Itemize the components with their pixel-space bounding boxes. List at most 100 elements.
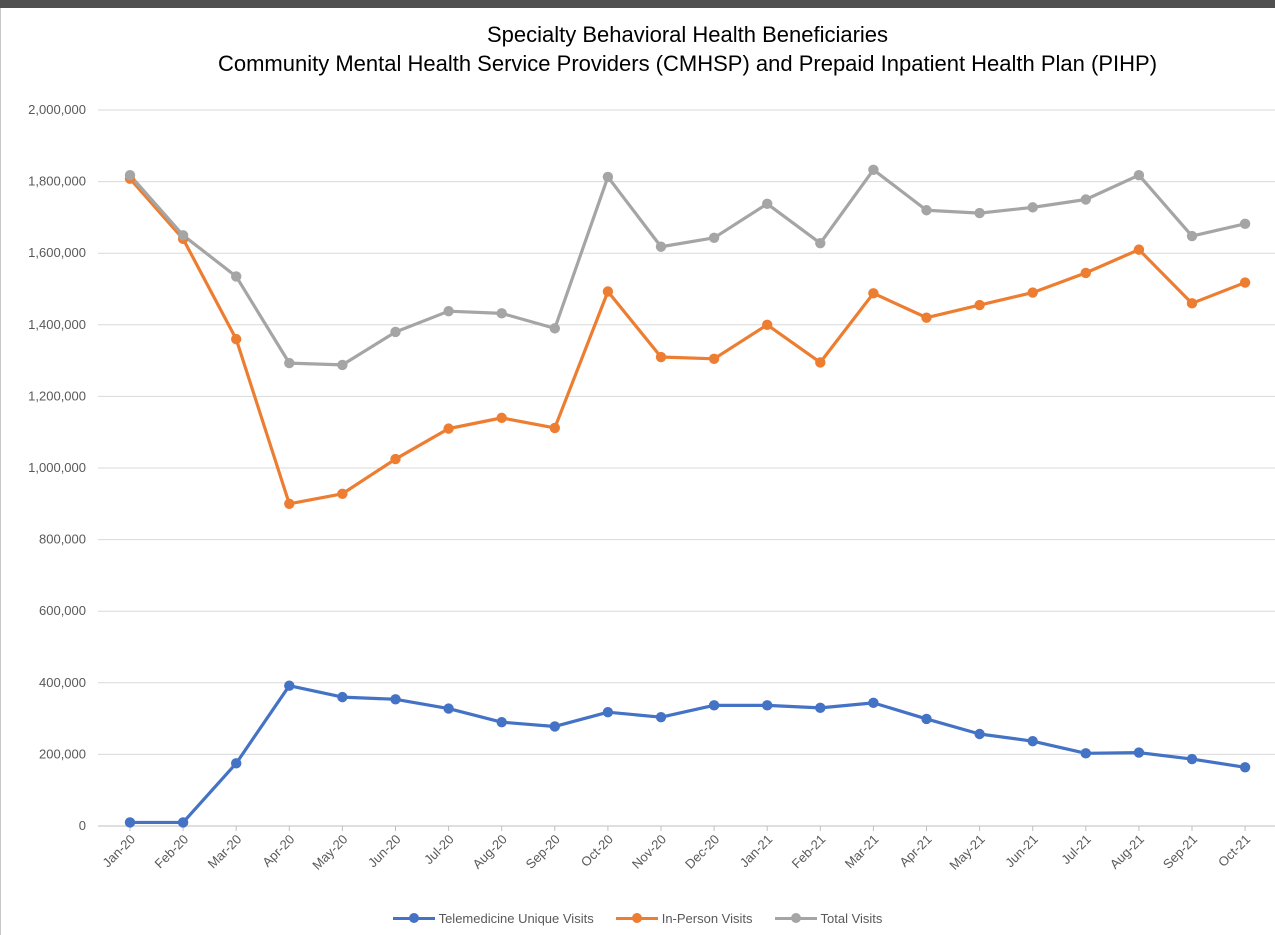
legend-item: Telemedicine Unique Visits [392,910,594,926]
data-point [496,308,507,319]
data-point [177,817,189,828]
data-point [337,359,348,371]
x-tick-label: Feb-21 [789,832,829,872]
data-point [1080,267,1092,279]
data-point [602,171,614,183]
data-point [284,680,295,691]
data-point [443,305,454,317]
y-tick-label: 800,000 [39,532,86,547]
data-point [974,299,985,311]
x-axis: Jan-20 Feb-20 Mar-20 Apr-20 May-20 Jun-20 Jul-… [99,826,1253,873]
data-point [177,230,189,241]
x-tick-label: Sep-21 [1160,832,1200,872]
data-point [124,817,136,828]
legend-label: Telemedicine Unique Visits [438,910,594,926]
data-point [815,237,826,249]
data-point [1239,762,1251,773]
y-tick-label: 400,000 [39,675,86,690]
y-tick-label: 600,000 [39,603,86,618]
data-point [708,700,720,711]
data-point [1027,202,1038,213]
data-point [390,453,401,465]
data-point [1239,277,1251,288]
data-point [1133,747,1145,758]
data-point [1186,230,1198,242]
data-point [1239,218,1251,230]
data-point [708,232,720,244]
data-point [549,422,560,434]
data-point [1186,298,1198,309]
data-point [868,697,879,709]
x-tick-label: Jan-21 [737,832,776,871]
data-point [974,207,985,219]
data-point [337,691,348,703]
x-tick-label: Jun-20 [365,832,404,871]
x-tick-label: Oct-20 [578,832,616,870]
gridlines [98,109,1275,827]
data-point [655,711,667,723]
y-tick-label: 2,000,000 [28,102,86,117]
data-point [1027,735,1038,747]
x-tick-label: Nov-20 [629,832,669,872]
data-point [549,323,560,334]
data-point [1080,194,1092,205]
data-point [602,706,614,718]
x-tick-label: Aug-21 [1107,832,1147,872]
data-point [921,205,932,216]
x-tick-label: Jan-20 [99,832,138,871]
legend-swatch [615,913,658,923]
data-point [1133,169,1145,181]
data-point [284,357,295,369]
y-tick-label: 200,000 [39,746,86,761]
x-tick-label: Aug-20 [470,832,510,872]
data-point [496,716,507,728]
data-point [974,728,985,740]
data-point [655,351,667,363]
series-line [128,168,1247,367]
data-point [762,700,773,711]
data-point [602,286,614,297]
data-point [1186,753,1198,765]
data-point [1080,748,1092,759]
legend-swatch [392,913,435,923]
x-tick-label: Sep-20 [523,832,563,872]
data-point [868,288,879,299]
data-point [443,703,454,714]
y-tick-label: 1,200,000 [28,388,86,403]
data-point [390,694,401,705]
data-point [496,412,507,424]
window-top-bar [0,0,1275,8]
data-point [337,488,348,499]
data-point [231,271,242,282]
data-point [815,357,826,368]
data-point [549,721,560,732]
data-point [390,326,401,338]
y-tick-label: 1,600,000 [28,245,86,260]
series-line [128,684,1247,825]
legend-label: In-Person Visits [661,910,753,926]
data-point [231,758,242,769]
legend-item: In-Person Visits [615,910,753,926]
data-point [284,498,295,509]
x-tick-label: Apr-20 [259,832,297,870]
data-point [921,312,932,323]
chart-title: Specialty Behavioral Health Beneficiarie… [486,22,889,47]
series-line [128,177,1247,506]
chart-subtitle: Community Mental Health Service Provider… [217,51,1158,76]
legend-swatch [774,913,817,923]
x-tick-label: Jul-20 [421,832,457,868]
x-tick-label: Feb-20 [151,832,191,872]
data-point [443,423,454,434]
y-tick-label: 0 [79,818,86,833]
x-tick-label: Jun-21 [1002,832,1041,871]
data-point [655,241,667,252]
series-points [124,164,1251,828]
y-tick-label: 1,400,000 [28,317,86,332]
x-tick-label: May-21 [946,832,987,873]
legend-label: Total Visits [820,910,883,926]
data-point [921,713,932,725]
x-tick-label: Oct-21 [1215,832,1253,870]
data-point [868,164,879,175]
data-point [708,353,720,365]
